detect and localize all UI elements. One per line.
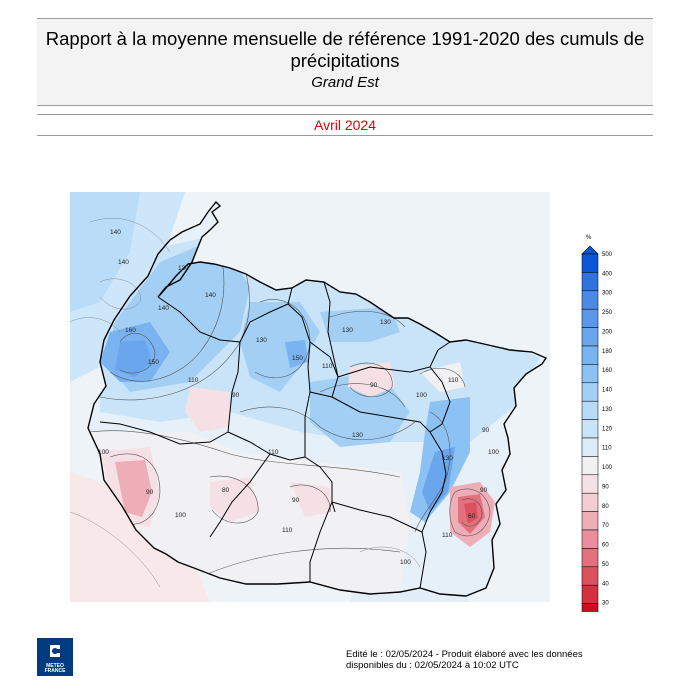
- meteo-france-logo: METEO FRANCE: [37, 638, 73, 676]
- map-title: Rapport à la moyenne mensuelle de référe…: [45, 28, 645, 71]
- legend-swatch: [581, 253, 599, 273]
- contour-label: 110: [448, 377, 459, 384]
- legend-arrow-top: [581, 245, 599, 255]
- contour-label: 90: [292, 497, 300, 504]
- contour-label: 130: [352, 432, 363, 439]
- logo-emblem-icon: [50, 645, 60, 657]
- title-box: Rapport à la moyenne mensuelle de référe…: [37, 18, 653, 106]
- contour-label: 100: [98, 449, 109, 456]
- legend-tick-label: 120: [602, 426, 613, 432]
- legend-swatch: [581, 456, 599, 476]
- legend-swatch: [581, 566, 599, 586]
- legend-swatch: [581, 400, 599, 420]
- contour-label: 110: [322, 363, 333, 370]
- legend-swatch: [581, 345, 599, 365]
- contour-label: 90: [232, 392, 240, 399]
- contour-label: 100: [416, 392, 427, 399]
- legend-swatch: [581, 474, 599, 494]
- period-box: Avril 2024: [37, 114, 653, 136]
- contour-label: 100: [488, 449, 499, 456]
- region-name: Grand Est: [311, 74, 379, 91]
- legend-swatch: [581, 492, 599, 512]
- contour-label: 90: [146, 489, 154, 496]
- footer-note: Edité le : 02/05/2024 - Produit élaboré …: [346, 649, 583, 671]
- contour-label: 140: [205, 292, 216, 299]
- contour-label: 130: [380, 319, 391, 326]
- legend-tick-label: 200: [602, 329, 613, 335]
- legend-tick-label: 400: [602, 271, 613, 277]
- contour-label: 130: [256, 337, 267, 344]
- contour-label: 110: [442, 532, 453, 539]
- period-label: Avril 2024: [313, 117, 376, 133]
- legend-swatch: [581, 290, 599, 310]
- contour-label: 60: [468, 513, 476, 520]
- contour-label: 130: [342, 327, 353, 334]
- legend-swatch: [581, 548, 599, 568]
- legend-tick-label: 250: [602, 310, 613, 316]
- region-boundary: [87, 200, 548, 597]
- legend-tick-label: 110: [602, 446, 612, 452]
- legend-tick-label: 160: [602, 368, 613, 374]
- legend-tick-label: 40: [602, 581, 609, 587]
- legend-swatch: [581, 529, 599, 549]
- legend-tick-label: 30: [602, 601, 609, 607]
- legend-unit: %: [586, 235, 592, 241]
- contour-label: 110: [282, 527, 293, 534]
- legend-tick-label: 100: [602, 465, 613, 471]
- legend-tick-label: 140: [602, 388, 613, 394]
- legend-tick-label: 180: [602, 349, 613, 355]
- legend-swatch: [581, 603, 599, 612]
- legend-tick-label: 70: [602, 523, 609, 529]
- contour-labels: 140 130 140 160 150 140 110 130 150 130 …: [98, 229, 499, 566]
- legend-tick-label: 300: [602, 291, 613, 297]
- footer-line1: Edité le : 02/05/2024 - Produit élaboré …: [346, 649, 583, 660]
- contour-label: 90: [370, 382, 378, 389]
- legend-tick-label: 80: [602, 504, 609, 510]
- contour-label: 130: [178, 265, 189, 272]
- contour-label: 90: [480, 487, 488, 494]
- legend-swatch: [581, 437, 599, 457]
- legend-swatch: [581, 327, 599, 347]
- legend-tick-label: 90: [602, 484, 609, 490]
- legend-swatch: [581, 511, 599, 531]
- contour-label: 110: [268, 449, 279, 456]
- contour-label: 160: [125, 327, 136, 334]
- precipitation-map: 140 130 140 160 150 140 110 130 150 130 …: [70, 192, 550, 602]
- legend-swatch: [581, 382, 599, 402]
- contour-label: 150: [148, 359, 159, 366]
- legend-tick-label: 60: [602, 543, 609, 549]
- contour-label: 110: [188, 377, 199, 384]
- color-scale-legend: % 500 400 300 250 200 180 160 140 130 120 110 100 90…: [581, 235, 613, 612]
- legend-swatch: [581, 584, 599, 604]
- contour-label: 100: [175, 512, 186, 519]
- legend-swatch: [581, 308, 599, 328]
- legend-tick-label: 130: [602, 407, 613, 413]
- legend-swatch: [581, 419, 599, 439]
- department-boundaries: [99, 281, 451, 589]
- footer-line2: disponibles du : 02/05/2024 à 10:02 UTC: [346, 660, 519, 671]
- contour-label: 140: [110, 229, 121, 236]
- legend-tick-label: 500: [602, 252, 613, 258]
- contour-label: 90: [482, 427, 490, 434]
- contour-label: 80: [222, 487, 230, 494]
- contour-label: 140: [118, 259, 129, 266]
- contour-label: 150: [292, 355, 303, 362]
- contour-label: 130: [442, 455, 453, 462]
- logo-text-line1: METEO: [46, 663, 64, 669]
- legend-tick-label: 50: [602, 562, 609, 568]
- legend-swatch: [581, 364, 599, 384]
- contour-label: 140: [158, 305, 169, 312]
- contour-label: 100: [400, 559, 411, 566]
- logo-text-line2: FRANCE: [44, 668, 66, 674]
- legend-swatch: [581, 272, 599, 292]
